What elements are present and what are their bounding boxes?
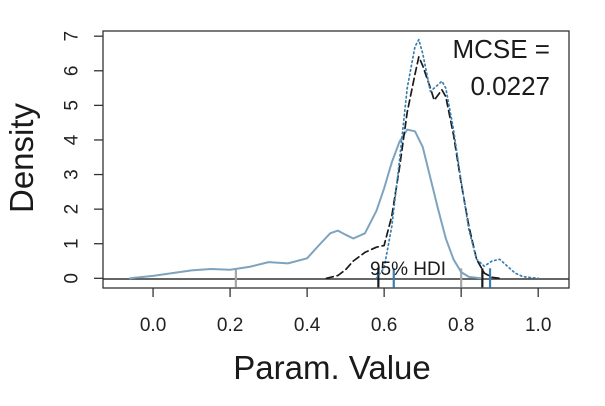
y-tick-label: 4 — [62, 134, 83, 145]
x-tick-label: 1.0 — [525, 315, 551, 336]
x-tick-label: 0.0 — [140, 315, 166, 336]
x-tick-label: 0.2 — [217, 315, 243, 336]
y-tick-label: 0 — [62, 273, 83, 284]
mcse-label: MCSE = — [452, 34, 550, 64]
x-tick-label: 0.4 — [294, 315, 321, 336]
y-tick-label: 1 — [62, 238, 83, 249]
y-tick-label: 3 — [62, 169, 83, 180]
x-tick-label: 0.8 — [448, 315, 474, 336]
plot-frame — [102, 30, 570, 289]
density-curve-solid — [129, 128, 482, 280]
x-axis-title: Param. Value — [233, 349, 430, 386]
y-tick-label: 7 — [62, 31, 83, 42]
mcse-value: 0.0227 — [470, 71, 550, 101]
x-axis: 0.0 0.2 0.4 0.6 0.8 1.0 — [140, 288, 551, 336]
y-tick-label: 2 — [62, 204, 83, 215]
hdi-label: 95% HDI — [370, 259, 446, 280]
hdi-marks — [234, 268, 492, 288]
y-tick-label: 5 — [62, 100, 83, 111]
density-curve-dashed — [325, 56, 501, 280]
density-curve-dotted — [375, 38, 540, 280]
x-tick-label: 0.6 — [371, 315, 397, 336]
y-axis: 0 1 2 3 4 5 6 7 — [62, 31, 103, 284]
y-tick-label: 6 — [62, 65, 83, 76]
y-axis-title: Density — [3, 102, 40, 213]
series-group — [129, 38, 540, 280]
